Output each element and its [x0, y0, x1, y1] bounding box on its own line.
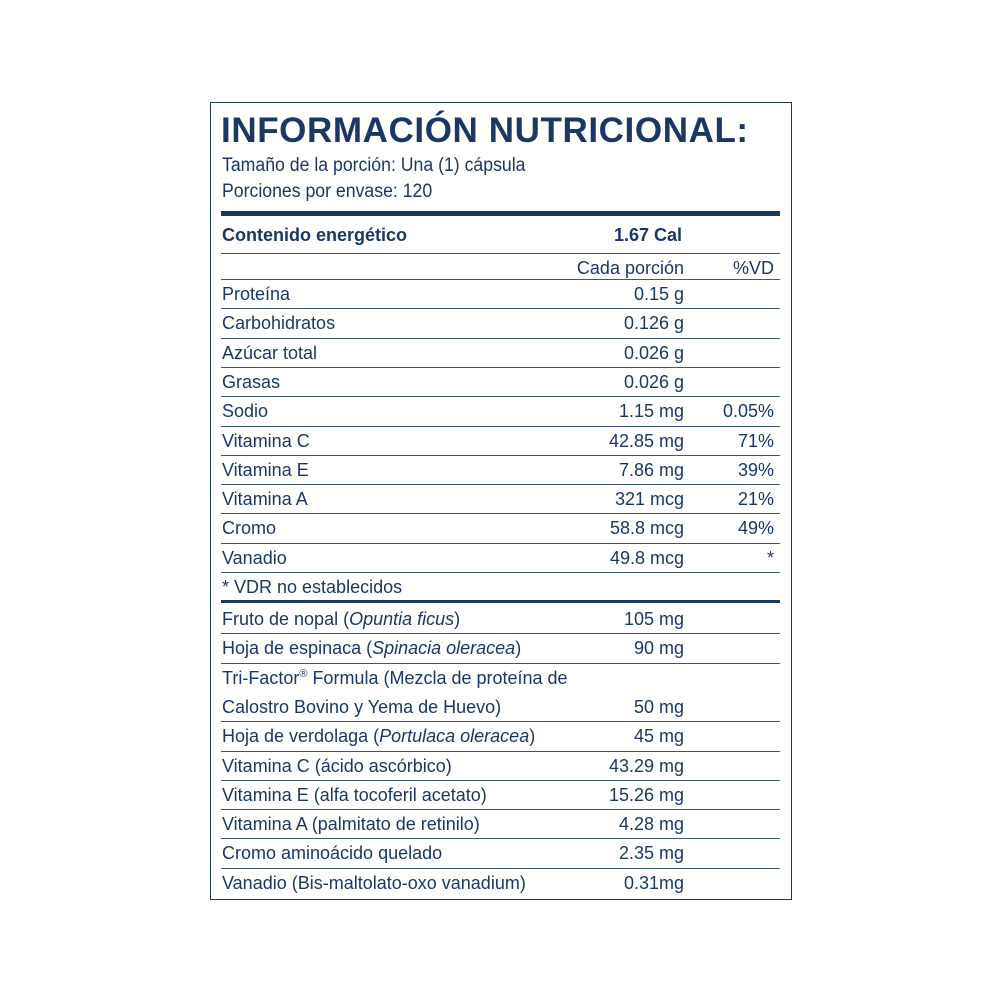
ingredient-name: Vanadio (Bis-maltolato-oxo vanadium) — [222, 872, 526, 893]
serving-size: Tamaño de la porción: Una (1) cápsula — [222, 155, 526, 176]
ingredient-amount: 105 mg — [623, 609, 684, 629]
nutrient-amount: 0.026 g — [623, 371, 684, 392]
nutrient-name: Azúcar total — [222, 342, 318, 363]
ingredient-row: Vanadio (Bis-maltolato-oxo vanadium) 0.31… — [221, 869, 782, 898]
nutrient-amount: 0.15 g — [633, 284, 684, 304]
ingredient-row: Vitamina C (ácido ascórbico) 43.29 mg — [221, 752, 782, 781]
nutrient-name: Vitamina C — [222, 430, 310, 451]
nutrient-amount: 0.126 g — [623, 313, 684, 334]
ingredient-name: Vitamina C (ácido ascórbico) — [222, 755, 452, 776]
nutrient-row: Vitamina E 7.86 mg 39% — [221, 456, 782, 485]
nutrient-name: Proteína — [222, 284, 291, 304]
row-divider — [221, 779, 780, 781]
nutrient-row: Azúcar total 0.026 g — [221, 339, 782, 368]
ingredient-name: Calostro Bovino y Yema de Huevo) — [222, 696, 502, 717]
row-divider — [221, 396, 780, 398]
nutrient-amount: 0.026 g — [623, 342, 684, 363]
row-divider — [221, 484, 780, 486]
row-divider — [221, 279, 780, 280]
nutrient-daily-value: 71% — [737, 430, 774, 451]
ingredient-amount: 50 mg — [633, 696, 684, 717]
row-divider — [221, 838, 780, 840]
ingredient-name: Hoja de espinaca (Spinacia oleracea) — [222, 638, 522, 659]
nutrient-amount: 7.86 mg — [618, 459, 684, 480]
nutrient-name: Grasas — [222, 371, 281, 392]
ingredient-amount: 15.26 mg — [608, 784, 684, 805]
ingredient-amount: 4.28 mg — [618, 814, 684, 835]
row-divider — [221, 721, 780, 723]
nutrient-name: Cromo — [222, 518, 277, 539]
col-per-serving: Cada porción — [576, 258, 684, 278]
energy-value: 1.67 Cal — [614, 225, 683, 245]
nutrient-row: Cromo 58.8 mcg 49% — [221, 514, 782, 543]
ingredient-amount: 45 mg — [633, 726, 684, 747]
ingredient-name: Cromo aminoácido quelado — [222, 843, 443, 864]
row-divider — [221, 662, 780, 664]
nutrient-name: Carbohidratos — [222, 313, 336, 334]
nutrient-amount: 58.8 mcg — [609, 518, 684, 539]
nutrient-row: Vitamina A 321 mcg 21% — [221, 485, 782, 514]
row-divider — [221, 366, 780, 368]
ingredient-name: Vitamina E (alfa tocoferil acetato) — [222, 784, 487, 805]
nutrient-amount: 49.8 mcg — [609, 547, 684, 568]
nutrient-row: Vitamina C 42.85 mg 71% — [221, 427, 782, 456]
row-divider — [221, 513, 780, 515]
nutrient-row: Grasas 0.026 g — [221, 368, 782, 397]
col-daily-value: %VD — [732, 258, 774, 278]
divider — [221, 253, 780, 254]
ingredient-row: Hoja de espinaca (Spinacia oleracea) 90 m… — [221, 634, 782, 663]
row-divider — [221, 425, 780, 427]
nutrient-amount: 1.15 mg — [618, 401, 684, 422]
nutrient-amount: 42.85 mg — [608, 430, 684, 451]
ingredient-row: Hoja de verdolaga (Portulaca oleracea) 45… — [221, 722, 782, 751]
energy-row: Contenido energético 1.67 Cal — [221, 221, 782, 250]
ingredient-row: Calostro Bovino y Yema de Huevo) 50 mg — [221, 693, 782, 722]
ingredient-name: Hoja de verdolaga (Portulaca oleracea) — [222, 726, 536, 747]
ingredient-amount: 2.35 mg — [618, 843, 684, 864]
nutrient-daily-value: 21% — [737, 489, 774, 510]
ingredient-row: Fruto de nopal (Opuntia ficus) 105 mg — [221, 605, 782, 634]
nutrient-daily-value: 39% — [737, 459, 774, 480]
ingredient-amount: 43.29 mg — [608, 755, 684, 776]
ingredient-row: Vitamina E (alfa tocoferil acetato) 15.26… — [221, 781, 782, 810]
nutrition-title: INFORMACIÓN NUTRICIONAL: — [221, 111, 749, 150]
row-divider — [221, 809, 780, 811]
nutrient-row: Carbohidratos 0.126 g — [221, 309, 782, 338]
row-divider — [221, 633, 780, 635]
footnote-row: * VDR no establecidos — [221, 573, 782, 602]
row-divider — [221, 750, 780, 752]
divider-thick — [221, 600, 780, 603]
ingredient-row: Cromo aminoácido quelado 2.35 mg — [221, 839, 782, 868]
nutrient-name: Sodio — [222, 401, 269, 422]
nutrient-daily-value: 0.05% — [722, 401, 774, 422]
energy-label: Contenido energético — [222, 225, 408, 245]
row-divider — [221, 572, 780, 573]
row-divider — [221, 542, 780, 544]
row-divider — [221, 337, 780, 339]
ingredient-row: Tri-Factor® Formula (Mezcla de proteína … — [221, 664, 782, 693]
row-divider — [221, 454, 780, 456]
nutrient-name: Vitamina E — [222, 459, 309, 480]
ingredient-amount: 0.31mg — [623, 872, 684, 893]
column-header-row: Cada porción %VD — [221, 254, 782, 283]
row-divider — [221, 867, 780, 869]
nutrient-row: Vanadio 49.8 mcg * — [221, 544, 782, 573]
ingredient-row: Vitamina A (palmitato de retinilo) 4.28 m… — [221, 810, 782, 839]
nutrient-daily-value: * — [766, 547, 774, 568]
nutrient-row: Sodio 1.15 mg 0.05% — [221, 397, 782, 426]
nutrient-name: Vitamina A — [222, 489, 308, 510]
nutrient-name: Vanadio — [222, 547, 287, 568]
ingredient-amount: 90 mg — [633, 638, 684, 659]
footnote: * VDR no establecidos — [222, 577, 403, 597]
divider-thick — [221, 211, 780, 216]
ingredient-name: Fruto de nopal (Opuntia ficus) — [222, 609, 461, 629]
nutrition-facts-panel — [210, 102, 792, 900]
row-divider — [221, 308, 780, 310]
ingredient-name: Tri-Factor® Formula (Mezcla de proteína … — [222, 667, 568, 688]
ingredient-name: Vitamina A (palmitato de retinilo) — [222, 814, 480, 835]
servings-per-container: Porciones por envase: 120 — [222, 181, 433, 202]
nutrient-daily-value: 49% — [737, 518, 774, 539]
nutrient-amount: 321 mcg — [614, 489, 684, 510]
nutrient-row: Proteína 0.15 g — [221, 280, 782, 309]
